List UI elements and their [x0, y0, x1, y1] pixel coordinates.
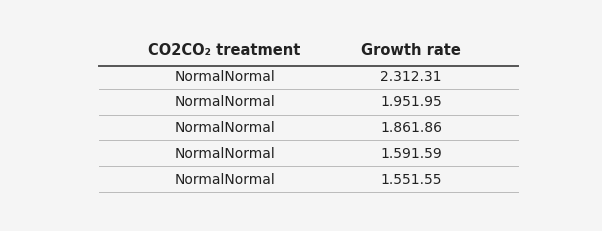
Text: 1.551.55: 1.551.55	[380, 173, 442, 187]
Text: Growth rate: Growth rate	[361, 43, 461, 58]
Text: NormalNormal: NormalNormal	[174, 121, 275, 135]
Text: 1.951.95: 1.951.95	[380, 95, 442, 109]
Text: NormalNormal: NormalNormal	[174, 95, 275, 109]
Text: NormalNormal: NormalNormal	[174, 147, 275, 161]
Text: NormalNormal: NormalNormal	[174, 70, 275, 84]
Text: 1.861.86: 1.861.86	[380, 121, 442, 135]
Text: 2.312.31: 2.312.31	[380, 70, 442, 84]
Text: CO2CO₂ treatment: CO2CO₂ treatment	[148, 43, 301, 58]
Text: 1.591.59: 1.591.59	[380, 147, 442, 161]
Text: NormalNormal: NormalNormal	[174, 173, 275, 187]
